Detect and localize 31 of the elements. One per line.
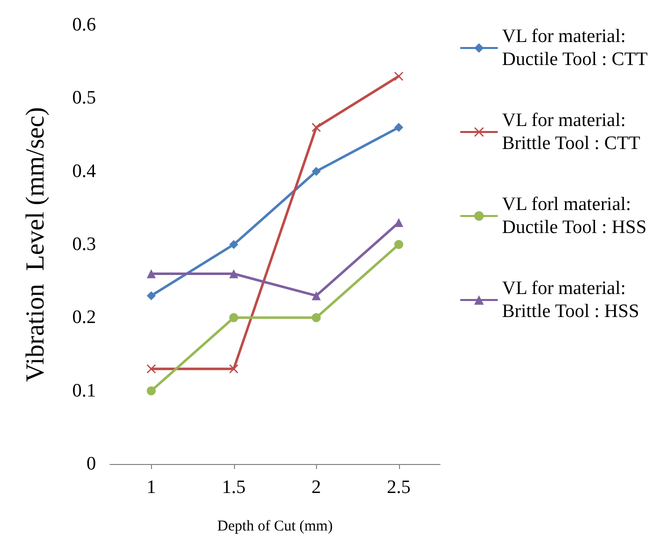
point xyxy=(394,240,404,249)
y-tick-label: 0 xyxy=(86,454,96,474)
point xyxy=(312,291,321,300)
point xyxy=(312,122,321,132)
point xyxy=(146,269,156,278)
point xyxy=(146,291,156,300)
point xyxy=(312,313,321,322)
x-tick-label: 1.5 xyxy=(222,477,246,498)
y-tick-label: 0.2 xyxy=(72,307,96,328)
point xyxy=(229,269,238,278)
y-tick-label: 0.1 xyxy=(72,380,96,402)
y-tick-label: 0.6 xyxy=(72,14,96,36)
y-tick-label: 0.3 xyxy=(72,234,96,255)
x-tick-label: 2 xyxy=(312,477,321,498)
x-axis-title: Depth of Cut (mm) xyxy=(217,518,333,534)
point xyxy=(229,313,238,322)
point xyxy=(229,364,238,374)
point xyxy=(229,240,238,249)
y-tick-label: 0.5 xyxy=(72,88,96,109)
y-tick-label: 0.4 xyxy=(72,160,96,182)
x-tick-label: 1 xyxy=(146,477,156,498)
legend-label: VL forl material: Ductile Tool : HSS xyxy=(502,194,647,238)
legend-label: VL for material: Brittle Tool : HSS xyxy=(502,278,640,322)
point xyxy=(146,386,156,396)
point xyxy=(146,364,156,374)
x-tick-label: 2.5 xyxy=(386,477,411,498)
point xyxy=(312,166,321,176)
point xyxy=(394,122,404,132)
legend-label: VL for material: Brittle Tool : CTT xyxy=(502,110,641,154)
y-axis-title: Vibration Level (mm/sec) xyxy=(20,107,50,382)
legend-label: VL for material: Ductile Tool : CTT xyxy=(502,26,648,70)
